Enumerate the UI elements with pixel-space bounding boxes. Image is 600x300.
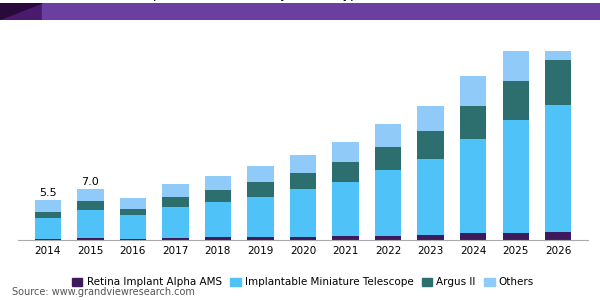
Bar	[332, 236, 359, 240]
Bar	[290, 237, 316, 240]
Text: Source: www.grandviewresearch.com: Source: www.grandviewresearch.com	[12, 287, 195, 297]
Legend: Retina Implant Alpha AMS, Implantable Miniature Telescope, Argus II, Others: Retina Implant Alpha AMS, Implantable Mi…	[68, 273, 538, 292]
Bar	[162, 184, 188, 197]
Bar	[332, 142, 359, 162]
Bar	[375, 147, 401, 170]
Bar	[545, 232, 571, 240]
Bar	[119, 198, 146, 209]
Bar	[247, 182, 274, 197]
Bar	[162, 238, 188, 240]
Bar	[545, 23, 571, 60]
Bar	[503, 48, 529, 81]
Bar	[290, 190, 316, 237]
Bar	[247, 197, 274, 238]
Bar	[290, 173, 316, 190]
Bar	[247, 166, 274, 182]
Polygon shape	[0, 3, 42, 20]
Text: 5.5: 5.5	[39, 188, 56, 198]
Bar	[162, 207, 188, 238]
Polygon shape	[42, 3, 600, 20]
Bar	[545, 105, 571, 232]
Bar	[205, 238, 231, 240]
Bar	[77, 189, 104, 201]
Bar	[162, 197, 188, 207]
Bar	[119, 209, 146, 215]
Bar	[205, 202, 231, 238]
Bar	[77, 201, 104, 210]
Bar	[503, 120, 529, 233]
Text: 7.0: 7.0	[82, 177, 99, 187]
Bar	[35, 218, 61, 238]
Bar	[35, 238, 61, 240]
Bar	[77, 210, 104, 238]
Bar	[418, 235, 444, 240]
Bar	[332, 182, 359, 236]
Bar	[119, 238, 146, 240]
Bar	[375, 170, 401, 236]
Bar	[35, 212, 61, 218]
Bar	[77, 238, 104, 240]
Bar	[460, 106, 487, 139]
Bar	[460, 233, 487, 240]
Bar	[332, 162, 359, 182]
Bar	[545, 60, 571, 105]
Bar	[119, 215, 146, 238]
Bar	[460, 139, 487, 233]
Bar	[418, 159, 444, 235]
Bar	[247, 238, 274, 240]
Bar	[205, 176, 231, 190]
Bar	[418, 106, 444, 131]
Text: U.S. retinal implant market size, by device type, 2014 - 2026 (USD Million): U.S. retinal implant market size, by dev…	[62, 0, 538, 2]
Bar	[503, 81, 529, 120]
Bar	[460, 76, 487, 106]
Polygon shape	[0, 3, 42, 20]
Bar	[290, 154, 316, 173]
Bar	[205, 190, 231, 202]
Bar	[35, 200, 61, 212]
Bar	[503, 233, 529, 240]
Bar	[375, 124, 401, 147]
Bar	[375, 236, 401, 240]
Bar	[418, 131, 444, 159]
